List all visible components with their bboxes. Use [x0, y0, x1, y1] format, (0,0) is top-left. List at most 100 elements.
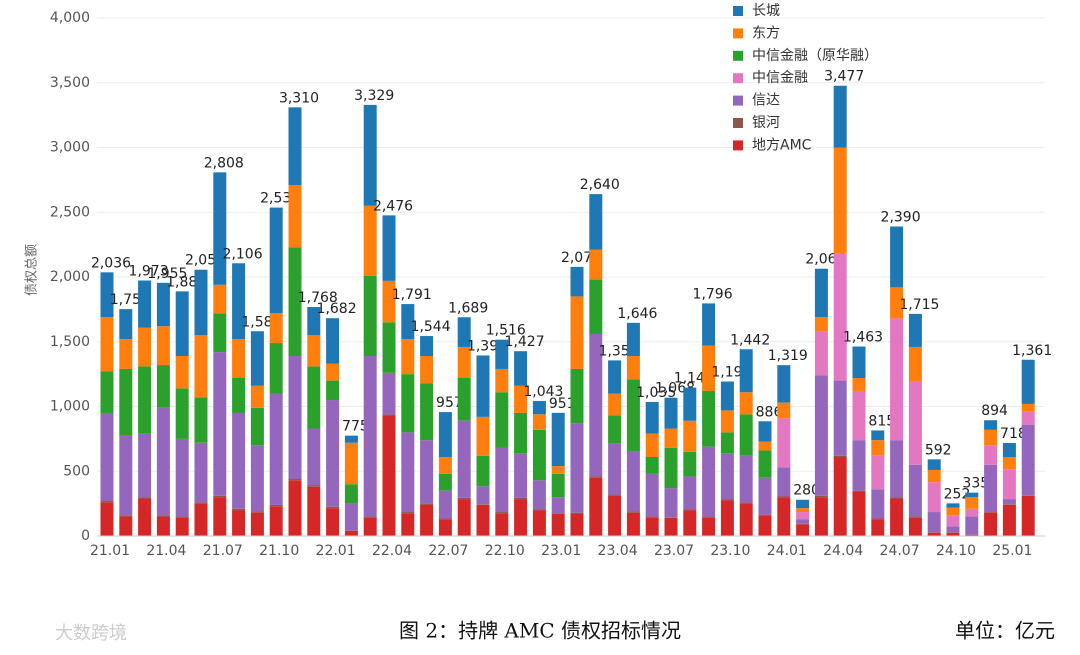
- bar-segment: [250, 407, 264, 446]
- bar-segment: [890, 497, 904, 499]
- bar-segment: [156, 282, 170, 327]
- bar-segment: [438, 412, 452, 458]
- bar-segment: [833, 380, 847, 456]
- bar-segment: [551, 513, 565, 536]
- bar-segment: [363, 275, 377, 356]
- total-label: 1,796: [693, 286, 733, 302]
- bar-segment: [420, 503, 434, 505]
- total-label: 775: [342, 419, 369, 435]
- bar-segment: [514, 412, 528, 454]
- total-label: 1,035: [636, 385, 676, 401]
- bar-segment: [720, 500, 734, 536]
- bar-segment: [382, 322, 396, 373]
- unit: 单位：亿元: [955, 619, 1055, 643]
- bar-segment: [457, 317, 471, 347]
- total-label: 2,640: [580, 177, 620, 193]
- total-label: 815: [868, 413, 895, 429]
- bar-segment: [927, 482, 941, 513]
- bar-segment: [269, 506, 283, 536]
- total-label: 2,476: [373, 198, 413, 214]
- bar-segment: [739, 414, 753, 456]
- bar-segment: [156, 365, 170, 408]
- bar-segment: [307, 485, 321, 487]
- bar-segment: [570, 296, 584, 369]
- y-tick-label: 1,000: [50, 399, 90, 415]
- bar-segment: [551, 513, 565, 514]
- bar-segment: [100, 371, 114, 413]
- bar-segment: [213, 495, 227, 498]
- bar-segment: [250, 511, 264, 513]
- bar-segment: [532, 414, 546, 430]
- bar-segment: [232, 510, 246, 536]
- bar-segment: [908, 313, 922, 347]
- total-label: 1,463: [843, 330, 883, 346]
- bar-segment: [476, 416, 490, 456]
- x-tick-label: 22.04: [372, 543, 412, 559]
- bar-segment: [946, 507, 960, 516]
- total-label: 718: [1000, 426, 1027, 442]
- bar-segment: [326, 400, 340, 507]
- y-tick-label: 2,000: [50, 269, 90, 285]
- bar-segment: [363, 104, 377, 206]
- total-label: 1,043: [523, 384, 563, 400]
- bar-segment: [269, 343, 283, 394]
- legend-label: 信达: [752, 93, 780, 109]
- bar-segment: [927, 469, 941, 483]
- bar-segment: [758, 477, 772, 515]
- bar-segment: [175, 388, 189, 439]
- bar-segment: [175, 516, 189, 518]
- total-label: 1,544: [411, 319, 451, 335]
- bar-segment: [683, 509, 697, 511]
- bar-segment: [890, 318, 904, 441]
- bar-segment: [382, 372, 396, 415]
- total-label: 1,319: [768, 348, 808, 364]
- bar-segment: [777, 496, 791, 498]
- bar-segment: [608, 415, 622, 444]
- total-label: 894: [981, 403, 1008, 419]
- bar-segment: [890, 287, 904, 319]
- bar-segment: [833, 85, 847, 148]
- bar-segment: [570, 512, 584, 514]
- bar-segment: [213, 497, 227, 536]
- x-tick-label: 22.07: [428, 543, 468, 559]
- bar-segment: [965, 497, 979, 509]
- x-tick-label: 21.04: [146, 543, 186, 559]
- total-label: 1,689: [448, 300, 488, 316]
- bar-segment: [645, 457, 659, 474]
- bar-segment: [250, 445, 264, 512]
- bar-segment: [833, 455, 847, 458]
- bar-segment: [307, 307, 321, 336]
- total-label: 2,106: [223, 246, 263, 262]
- bar-segment: [100, 502, 114, 536]
- bar-segment: [777, 418, 791, 468]
- bar-segment: [608, 443, 622, 495]
- bar-segment: [532, 509, 546, 511]
- bar-segment: [890, 226, 904, 288]
- caption: 图 2：持牌 AMC 债权招标情况: [399, 619, 681, 643]
- bar-segment: [382, 280, 396, 323]
- total-label: 1,516: [486, 323, 526, 339]
- total-label: 3,329: [354, 88, 394, 104]
- bar-segment: [683, 451, 697, 477]
- bar-segment: [401, 304, 415, 340]
- bar-segment: [213, 352, 227, 496]
- total-label: 2,036: [91, 255, 131, 271]
- bar-segment: [645, 473, 659, 517]
- bar-segment: [739, 392, 753, 415]
- total-label: 1,973: [129, 263, 169, 279]
- bar-segment: [175, 355, 189, 389]
- bar-segment: [194, 442, 208, 503]
- bar-segment: [796, 512, 810, 520]
- bar-segment: [269, 393, 283, 505]
- bar-segment: [908, 346, 922, 382]
- bar-segment: [326, 380, 340, 401]
- bar-segment: [608, 360, 622, 394]
- x-tick-label: 23.10: [710, 543, 750, 559]
- legend-label: 东方: [752, 25, 780, 41]
- bar-segment: [739, 503, 753, 536]
- total-label: 1,715: [899, 297, 939, 313]
- bar-segment: [232, 412, 246, 509]
- bar-segment: [326, 508, 340, 536]
- bar-segment: [382, 415, 396, 536]
- total-label: 592: [925, 442, 952, 458]
